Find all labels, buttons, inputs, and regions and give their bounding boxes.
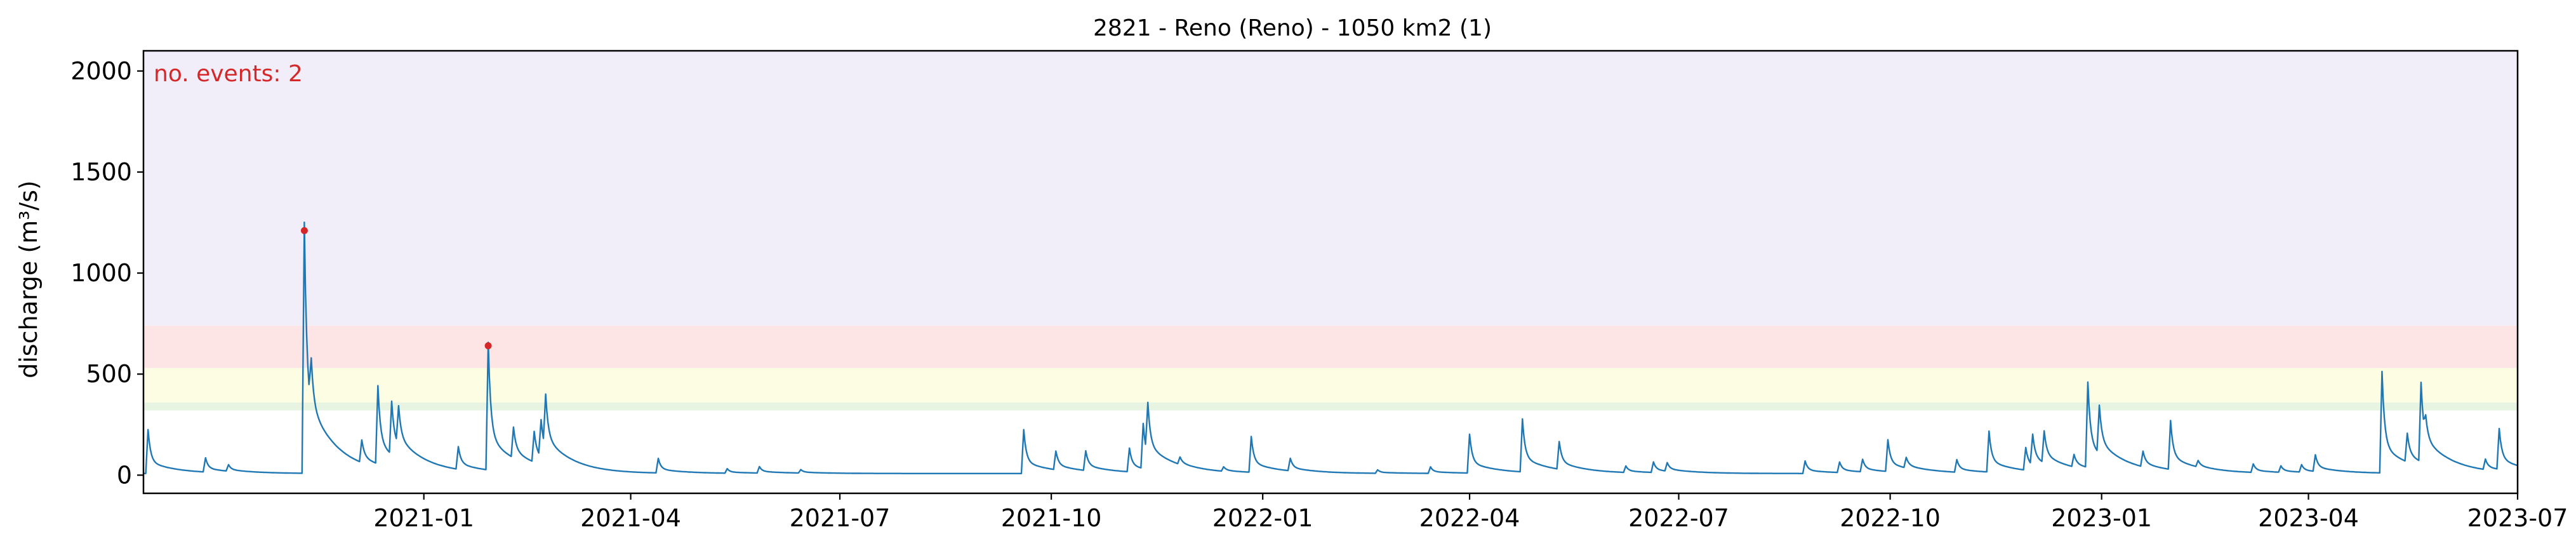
x-tick-label: 2021-04 xyxy=(580,504,681,532)
x-axis-ticks: 2021-01 2021-04 2021-07 2021-10 2022-01 2022-… xyxy=(373,493,2568,532)
y-tick-label: 0 xyxy=(117,461,132,489)
plot-frame xyxy=(142,50,2519,495)
x-tick-label: 2021-07 xyxy=(790,504,891,532)
y-axis-label: discharge (m³/s) xyxy=(15,180,43,378)
x-tick-label: 2023-01 xyxy=(2051,504,2152,532)
x-tick-label: 2022-10 xyxy=(1840,504,1941,532)
x-tick-label: 2023-07 xyxy=(2467,504,2568,532)
discharge-line xyxy=(143,221,2518,474)
y-axis-ticks: 0 500 1000 1500 2000 xyxy=(70,57,143,489)
y-tick-label: 500 xyxy=(86,360,132,388)
y-tick-label: 2000 xyxy=(70,57,132,85)
event-markers xyxy=(300,227,492,350)
threshold-band-3 xyxy=(143,325,2518,368)
x-tick-label: 2021-01 xyxy=(373,504,474,532)
event-marker-2 xyxy=(484,342,492,350)
chart-title: 2821 - Reno (Reno) - 1050 km2 (1) xyxy=(1093,15,1492,41)
event-count-annotation: no. events: 2 xyxy=(154,61,303,87)
threshold-band-2 xyxy=(143,368,2518,403)
threshold-band-4 xyxy=(143,51,2518,326)
discharge-series xyxy=(143,221,2518,474)
y-tick-label: 1000 xyxy=(70,259,132,287)
x-tick-label: 2023-04 xyxy=(2258,504,2359,532)
x-tick-label: 2022-01 xyxy=(1212,504,1313,532)
threshold-bands xyxy=(143,51,2518,411)
event-marker-1 xyxy=(300,227,308,234)
y-tick-label: 1500 xyxy=(70,158,132,186)
x-tick-label: 2022-07 xyxy=(1628,504,1729,532)
x-tick-label: 2022-04 xyxy=(1419,504,1520,532)
threshold-band-1 xyxy=(143,402,2518,411)
x-tick-label: 2021-10 xyxy=(1001,504,1102,532)
